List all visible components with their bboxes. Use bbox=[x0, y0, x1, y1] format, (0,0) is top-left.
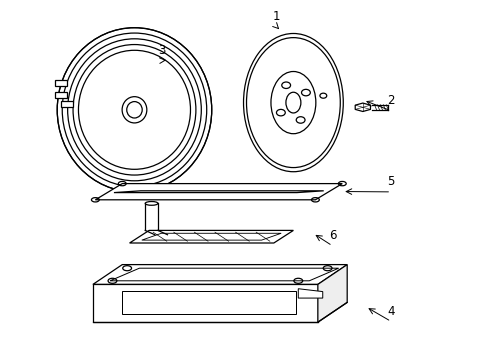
Polygon shape bbox=[93, 284, 317, 322]
Polygon shape bbox=[129, 230, 293, 243]
Bar bbox=[61, 101, 73, 107]
Bar bbox=[55, 80, 67, 86]
Bar bbox=[55, 92, 67, 98]
Text: 4: 4 bbox=[386, 305, 394, 318]
Ellipse shape bbox=[243, 33, 343, 172]
Text: 3: 3 bbox=[157, 44, 165, 57]
Polygon shape bbox=[354, 103, 370, 112]
Polygon shape bbox=[110, 268, 338, 281]
Polygon shape bbox=[298, 289, 322, 298]
Text: 6: 6 bbox=[328, 229, 336, 242]
Ellipse shape bbox=[122, 97, 146, 123]
Ellipse shape bbox=[145, 202, 158, 205]
Text: 1: 1 bbox=[272, 10, 280, 23]
Polygon shape bbox=[93, 265, 346, 284]
Ellipse shape bbox=[57, 28, 211, 192]
Text: 2: 2 bbox=[386, 94, 394, 107]
Text: 5: 5 bbox=[386, 175, 394, 188]
Polygon shape bbox=[114, 191, 323, 193]
Polygon shape bbox=[317, 265, 346, 322]
Polygon shape bbox=[122, 291, 295, 314]
Polygon shape bbox=[95, 184, 342, 200]
